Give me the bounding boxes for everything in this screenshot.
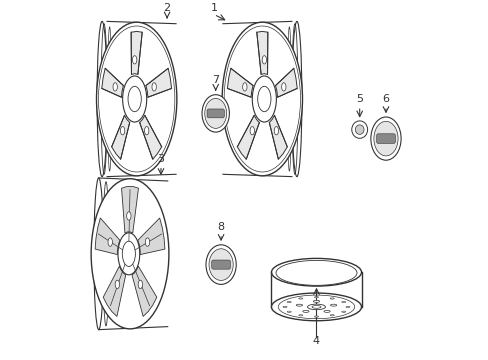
Text: 7: 7 — [212, 75, 219, 85]
Ellipse shape — [298, 298, 302, 299]
FancyBboxPatch shape — [376, 134, 394, 143]
Polygon shape — [103, 266, 125, 316]
Ellipse shape — [152, 83, 156, 91]
Ellipse shape — [249, 127, 254, 135]
Polygon shape — [131, 31, 142, 75]
Polygon shape — [140, 115, 162, 159]
Polygon shape — [95, 218, 120, 255]
Ellipse shape — [311, 306, 320, 308]
Ellipse shape — [346, 306, 349, 307]
Ellipse shape — [208, 249, 233, 280]
Text: 3: 3 — [157, 154, 164, 164]
Polygon shape — [122, 186, 138, 233]
Ellipse shape — [330, 304, 336, 306]
Ellipse shape — [126, 212, 131, 220]
Text: 5: 5 — [355, 94, 363, 104]
Ellipse shape — [257, 86, 270, 112]
Polygon shape — [237, 115, 259, 159]
Polygon shape — [111, 115, 129, 159]
Ellipse shape — [286, 301, 291, 303]
Ellipse shape — [355, 125, 363, 134]
Ellipse shape — [222, 22, 302, 176]
Ellipse shape — [370, 117, 400, 160]
Ellipse shape — [341, 311, 345, 312]
Ellipse shape — [341, 301, 345, 303]
Ellipse shape — [302, 310, 308, 312]
Ellipse shape — [242, 83, 246, 91]
FancyBboxPatch shape — [206, 109, 224, 118]
FancyBboxPatch shape — [211, 260, 230, 269]
Ellipse shape — [314, 297, 318, 298]
Ellipse shape — [145, 238, 149, 246]
Polygon shape — [256, 31, 267, 75]
Ellipse shape — [96, 22, 177, 176]
Ellipse shape — [91, 179, 168, 329]
Ellipse shape — [205, 245, 236, 284]
Ellipse shape — [118, 233, 140, 275]
Ellipse shape — [351, 121, 367, 138]
Polygon shape — [275, 68, 297, 97]
Ellipse shape — [314, 316, 318, 317]
Text: 4: 4 — [312, 336, 320, 346]
Text: 2: 2 — [163, 3, 170, 13]
Ellipse shape — [271, 293, 361, 321]
Polygon shape — [269, 115, 287, 159]
Ellipse shape — [278, 295, 354, 319]
Ellipse shape — [286, 311, 291, 312]
Ellipse shape — [122, 76, 146, 122]
Ellipse shape — [323, 310, 329, 312]
Ellipse shape — [115, 280, 119, 289]
Ellipse shape — [313, 300, 319, 302]
Ellipse shape — [120, 127, 124, 135]
Ellipse shape — [202, 95, 229, 132]
Polygon shape — [145, 68, 171, 97]
Ellipse shape — [296, 304, 302, 306]
Ellipse shape — [113, 83, 117, 91]
Ellipse shape — [373, 121, 397, 156]
Text: 6: 6 — [382, 94, 388, 104]
Ellipse shape — [274, 127, 278, 135]
Ellipse shape — [122, 241, 135, 266]
Text: 8: 8 — [217, 222, 224, 232]
Polygon shape — [102, 68, 123, 97]
Ellipse shape — [281, 83, 285, 91]
Polygon shape — [132, 266, 157, 316]
Polygon shape — [138, 218, 164, 255]
Ellipse shape — [329, 298, 334, 299]
Ellipse shape — [252, 76, 276, 122]
Ellipse shape — [329, 315, 334, 316]
Ellipse shape — [283, 306, 286, 307]
Ellipse shape — [298, 315, 302, 316]
Ellipse shape — [132, 56, 137, 64]
Ellipse shape — [262, 56, 266, 64]
Text: 1: 1 — [210, 3, 217, 13]
Ellipse shape — [108, 238, 112, 246]
Polygon shape — [227, 68, 253, 97]
Ellipse shape — [128, 86, 141, 112]
Ellipse shape — [144, 127, 148, 135]
Ellipse shape — [138, 280, 142, 289]
Ellipse shape — [307, 304, 325, 310]
Ellipse shape — [204, 98, 226, 129]
